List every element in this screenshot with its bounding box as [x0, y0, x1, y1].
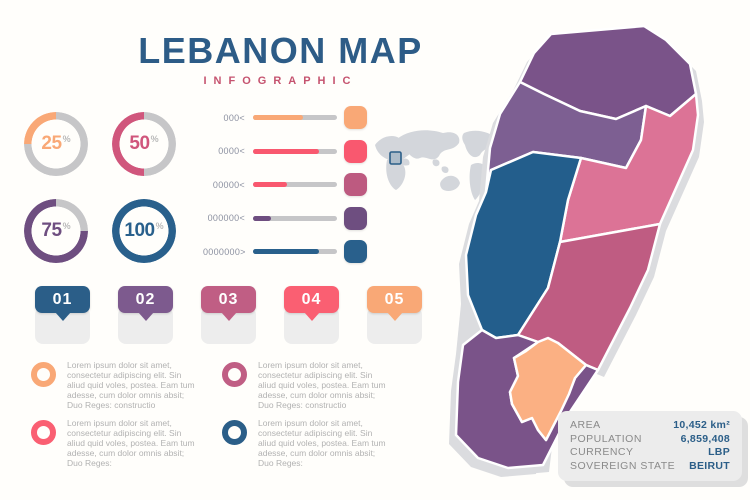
- badge-02-pointer: [137, 312, 154, 321]
- note-1-bullet-icon: [31, 362, 56, 387]
- bar-1-fill: [253, 115, 304, 120]
- note-4-text: Lorem ipsum dolor sit amet, consectetur …: [258, 418, 386, 468]
- numbered-badges: 01 02 03 04 05: [35, 286, 422, 346]
- bar-5-track: [253, 249, 337, 254]
- ring-100: 100 %: [112, 199, 176, 263]
- note-4-bullet-icon: [222, 420, 247, 445]
- ring-100-value: 100: [124, 220, 155, 241]
- fact-currency-label: CURRENCY: [570, 446, 634, 458]
- note-3: Lorem ipsum dolor sit amet, consectetur …: [31, 418, 207, 468]
- fact-currency-value: LBP: [708, 446, 730, 458]
- bar-row-5: 0000000>: [203, 240, 367, 263]
- ring-25-value: 25: [41, 133, 62, 154]
- badge-03-head: 03: [201, 286, 256, 313]
- badge-01: 01: [35, 286, 90, 346]
- bar-row-2: 0000<: [203, 139, 367, 163]
- note-2-text: Lorem ipsum dolor sit amet, consectetur …: [258, 360, 386, 410]
- fact-sovereign-state-label: SOVEREIGN STATE: [570, 459, 676, 472]
- fact-row-population: POPULATION 6,859,408: [570, 433, 730, 447]
- percentage-rings: 25 % 50 % 75 % 100 %: [24, 112, 176, 263]
- note-1-text: Lorem ipsum dolor sit amet, consectetur …: [67, 360, 195, 410]
- ring-75-value: 75: [41, 220, 62, 241]
- bar-5-label: 0000000>: [203, 246, 246, 257]
- page-title: LEBANON MAP: [138, 30, 423, 71]
- map-region-nabatieh: [508, 336, 588, 442]
- progress-bars: 000< 0000< 00000< 000000<: [203, 106, 367, 274]
- badge-02-head: 02: [118, 286, 173, 313]
- note-4: Lorem ipsum dolor sit amet, consectetur …: [222, 418, 398, 468]
- ring-25: 25 %: [24, 112, 88, 176]
- bar-row-3: 00000<: [203, 173, 367, 196]
- bar-3-swatch: [344, 173, 367, 196]
- country-facts-box: AREA 10,452 km² POPULATION 6,859,408 CUR…: [558, 411, 742, 481]
- bar-2-track: [253, 148, 337, 154]
- ring-100-label: 100 %: [112, 199, 176, 263]
- lebanon-map: [449, 24, 704, 477]
- badge-01-pointer: [54, 312, 71, 321]
- ring-50: 50 %: [112, 112, 176, 176]
- fact-row-currency: CURRENCY LBP: [570, 446, 730, 460]
- ring-75-label: 75 %: [24, 199, 88, 263]
- bar-4-swatch: [344, 206, 367, 230]
- bar-4-track: [253, 215, 337, 221]
- bar-2-swatch: [344, 139, 367, 163]
- badge-02: 02: [118, 286, 173, 346]
- page-subtitle: INFOGRAPHIC: [203, 75, 358, 87]
- bar-4-label: 000000<: [207, 213, 245, 223]
- ring-75-unit: %: [62, 221, 71, 231]
- fact-area-label: AREA: [570, 419, 601, 431]
- bar-5-swatch: [344, 240, 367, 263]
- fact-population-value: 6,859,408: [680, 432, 730, 445]
- badge-01-head: 01: [35, 286, 90, 313]
- badge-03: 03: [201, 286, 256, 346]
- ring-25-unit: %: [62, 134, 71, 144]
- note-2-bullet-icon: [222, 362, 247, 387]
- badge-04: 04: [284, 286, 339, 346]
- fact-population-label: POPULATION: [570, 432, 642, 445]
- fact-row-area: AREA 10,452 km²: [570, 419, 730, 433]
- note-3-bullet-icon: [31, 420, 56, 445]
- badge-05: 05: [367, 286, 422, 346]
- badge-05-pointer: [386, 312, 403, 321]
- ring-100-unit: %: [155, 221, 164, 231]
- bar-2-fill: [253, 148, 320, 154]
- bar-1-track: [253, 115, 337, 120]
- ring-75: 75 %: [24, 199, 88, 263]
- badge-03-pointer: [220, 312, 237, 321]
- badge-04-pointer: [303, 312, 320, 321]
- bar-row-4: 000000<: [203, 206, 367, 230]
- bar-3-fill: [253, 182, 288, 187]
- note-3-text: Lorem ipsum dolor sit amet, consectetur …: [67, 418, 195, 468]
- fact-row-sovereign-state: SOVEREIGN STATE BEIRUT: [570, 460, 730, 474]
- ring-50-label: 50 %: [112, 112, 176, 176]
- header: LEBANON MAP INFOGRAPHIC: [58, 30, 503, 87]
- badge-05-head: 05: [367, 286, 422, 313]
- ring-50-value: 50: [129, 133, 150, 154]
- fact-sovereign-state-value: BEIRUT: [689, 459, 730, 472]
- note-2: Lorem ipsum dolor sit amet, consectetur …: [222, 360, 398, 410]
- bar-4-fill: [253, 215, 271, 221]
- bar-2-label: 0000<: [218, 146, 245, 156]
- ring-25-label: 25 %: [24, 112, 88, 176]
- bar-5-fill: [253, 249, 320, 254]
- bar-1-label: 000<: [223, 112, 245, 123]
- note-1: Lorem ipsum dolor sit amet, consectetur …: [31, 360, 207, 410]
- lebanon-location-marker: [389, 151, 402, 165]
- bar-3-track: [253, 182, 337, 187]
- bar-row-1: 000<: [203, 106, 367, 129]
- ring-50-unit: %: [150, 134, 159, 144]
- badge-04-head: 04: [284, 286, 339, 313]
- fact-area-value: 10,452 km²: [673, 419, 730, 431]
- bar-3-label: 00000<: [212, 179, 245, 190]
- bar-1-swatch: [344, 106, 367, 129]
